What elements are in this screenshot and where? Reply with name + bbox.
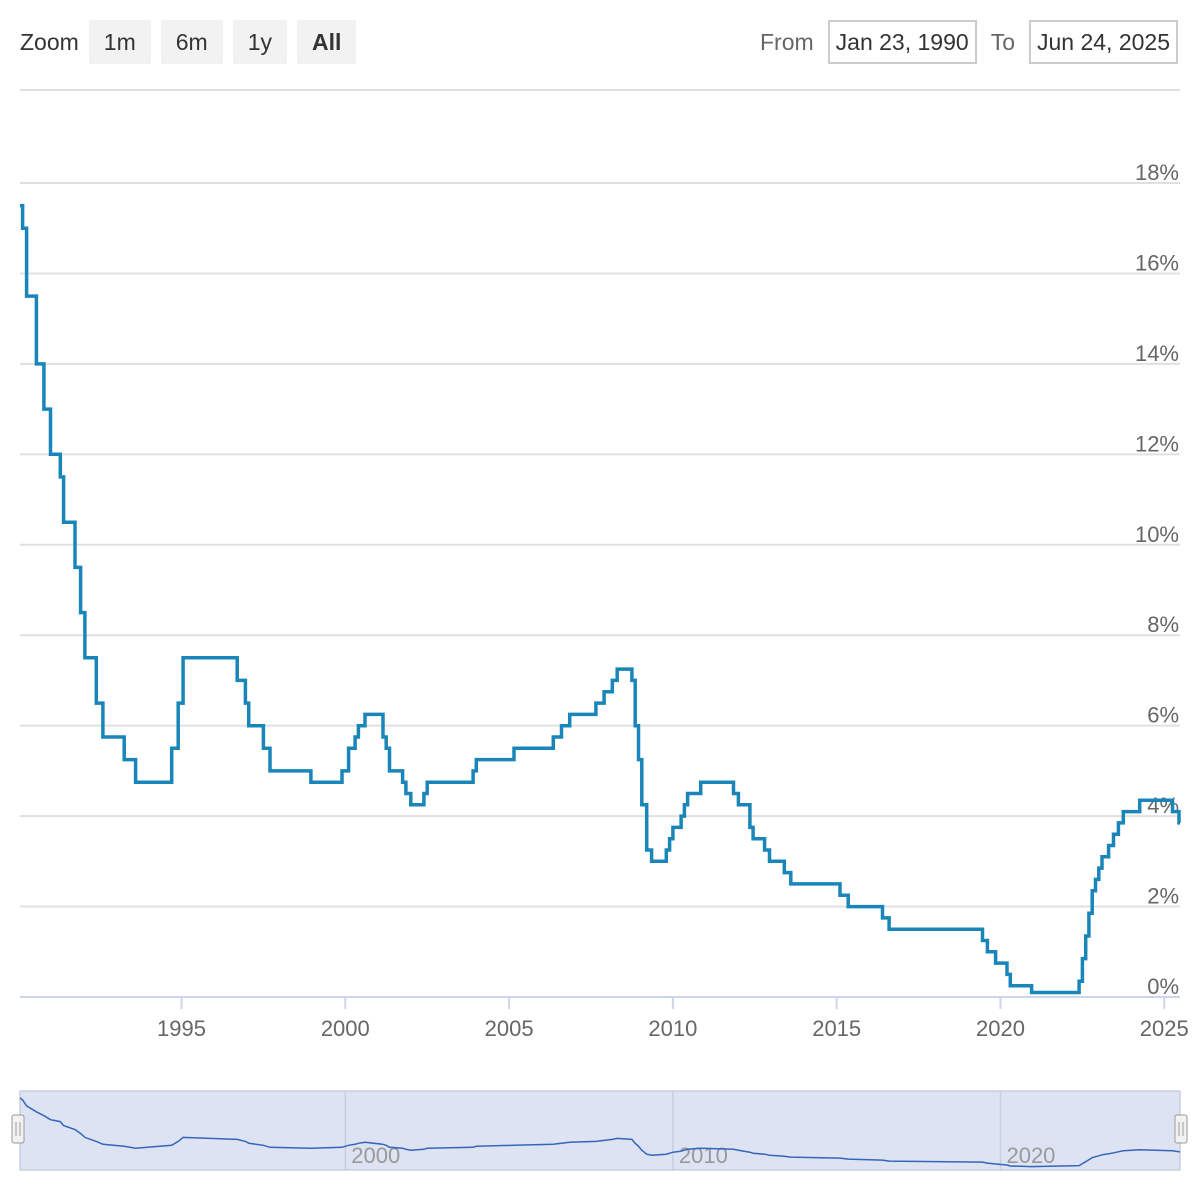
x-tick-label: 2015 [812, 1016, 861, 1041]
navigator: 2000 2010 2020 [11, 1090, 1188, 1171]
y-tick-label: 18% [1135, 160, 1179, 185]
y-tick-label: 16% [1135, 250, 1179, 275]
navigator-series-line [19, 1097, 1180, 1168]
zoom-6m-button[interactable]: 6m [160, 20, 223, 64]
from-label: From [760, 28, 814, 55]
navigator-mask [19, 1090, 1181, 1171]
y-tick-label: 0% [1147, 974, 1179, 999]
x-tick-labels: 1995 2000 2005 2010 2015 2020 2025 [157, 1016, 1189, 1041]
y-tick-label: 10% [1135, 522, 1179, 547]
y-tick-label: 8% [1147, 612, 1179, 637]
navigator-right-handle[interactable] [1174, 1114, 1188, 1144]
y-tick-label: 6% [1147, 703, 1179, 728]
x-tick-label: 2020 [976, 1016, 1025, 1041]
y-tick-labels: 0%2%4%6%8%10%12%14%16%18% [1135, 160, 1179, 999]
date-range-selector: From Jan 23, 1990 To Jun 24, 2025 [746, 20, 1178, 64]
y-tick-label: 12% [1135, 431, 1179, 456]
series-line [20, 203, 1181, 995]
zoom-label: Zoom [20, 28, 79, 55]
x-tick-label: 1995 [157, 1016, 206, 1041]
zoom-toolbar: Zoom 1m 6m 1y All [20, 20, 366, 64]
x-tick-label: 2005 [485, 1016, 534, 1041]
from-date-input[interactable]: Jan 23, 1990 [827, 20, 977, 64]
x-tick-label: 2025 [1140, 1016, 1189, 1041]
handle-body [11, 1114, 25, 1144]
grid-layer [20, 89, 1180, 1009]
navigator-tick-label: 2000 [351, 1143, 400, 1168]
plot-area [20, 203, 1181, 995]
y-tick-label: 2% [1147, 884, 1179, 909]
navigator-tick-label: 2010 [679, 1143, 728, 1168]
to-label: To [990, 28, 1015, 55]
zoom-all-button[interactable]: All [297, 20, 357, 64]
navigator-left-handle[interactable] [11, 1114, 25, 1144]
y-tick-label: 14% [1135, 341, 1179, 366]
x-tick-label: 2000 [321, 1016, 370, 1041]
x-tick-label: 2010 [648, 1016, 697, 1041]
handle-body [1174, 1114, 1188, 1144]
zoom-1y-button[interactable]: 1y [232, 20, 287, 64]
navigator-tick-label: 2020 [1006, 1143, 1055, 1168]
to-date-input[interactable]: Jun 24, 2025 [1028, 20, 1178, 64]
zoom-1m-button[interactable]: 1m [88, 20, 151, 64]
